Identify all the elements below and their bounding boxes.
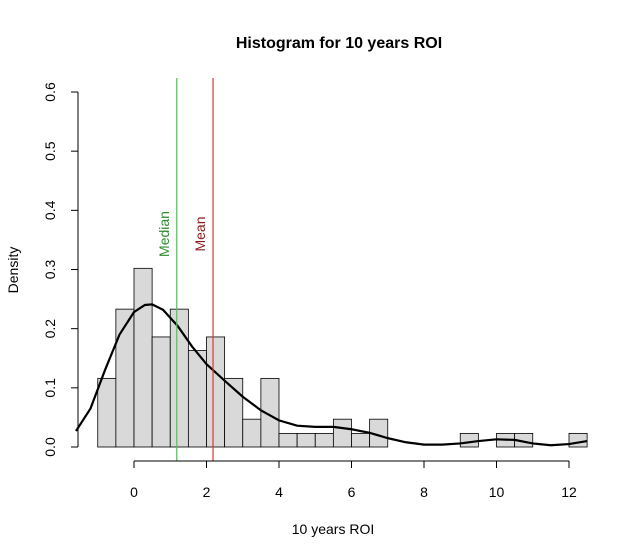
histogram-bar-2: [133, 267, 153, 448]
histogram-bar-9: [260, 377, 280, 448]
y-tick-label-4: 0.4: [42, 200, 58, 220]
y-axis-label: Density: [5, 247, 21, 294]
x-tick-label-1: 2: [203, 484, 211, 500]
reference-lines: Median Mean: [156, 78, 214, 461]
y-tick-label-1: 0.1: [42, 378, 58, 398]
histogram-bar-13: [332, 418, 352, 448]
chart-title: Histogram for 10 years ROI: [236, 35, 442, 52]
histogram-bar-0: [97, 377, 117, 448]
histogram-bar-10: [278, 432, 298, 448]
histogram-bar-1: [115, 308, 135, 448]
x-tick-label-5: 10: [489, 484, 505, 500]
histogram-bar-3: [151, 336, 171, 448]
x-axis-ticks: 0 2 4 6 8 10 12: [130, 461, 577, 500]
histogram-bar-14: [351, 432, 371, 448]
histogram-bar-11: [296, 432, 316, 448]
y-tick-label-5: 0.5: [42, 141, 58, 161]
y-tick-label-0: 0.0: [42, 437, 58, 457]
y-tick-label-6: 0.6: [42, 82, 58, 102]
x-tick-label-0: 0: [130, 484, 138, 500]
histogram-bar-16: [459, 432, 479, 448]
histogram-bar-8: [242, 418, 262, 448]
histogram-bar-5: [187, 350, 207, 448]
histogram-bar-6: [206, 336, 226, 448]
y-tick-label-2: 0.2: [42, 319, 58, 339]
x-axis-label: 10 years ROI: [292, 521, 374, 537]
x-tick-label-6: 12: [561, 484, 577, 500]
density-curve: [75, 303, 588, 447]
x-tick-label-3: 6: [348, 484, 356, 500]
y-tick-label-3: 0.3: [42, 260, 58, 280]
histogram-bar-19: [568, 432, 588, 448]
x-tick-label-2: 4: [275, 484, 283, 500]
histogram-bar-12: [314, 432, 334, 448]
histogram-bars: [97, 267, 588, 448]
y-axis-ticks: 0.0 0.1 0.2 0.3 0.4 0.5 0.6: [42, 82, 78, 457]
histogram-bar-7: [224, 377, 244, 448]
mean-label: Mean: [192, 216, 208, 251]
x-tick-label-4: 8: [420, 484, 428, 500]
median-label: Median: [156, 211, 172, 257]
